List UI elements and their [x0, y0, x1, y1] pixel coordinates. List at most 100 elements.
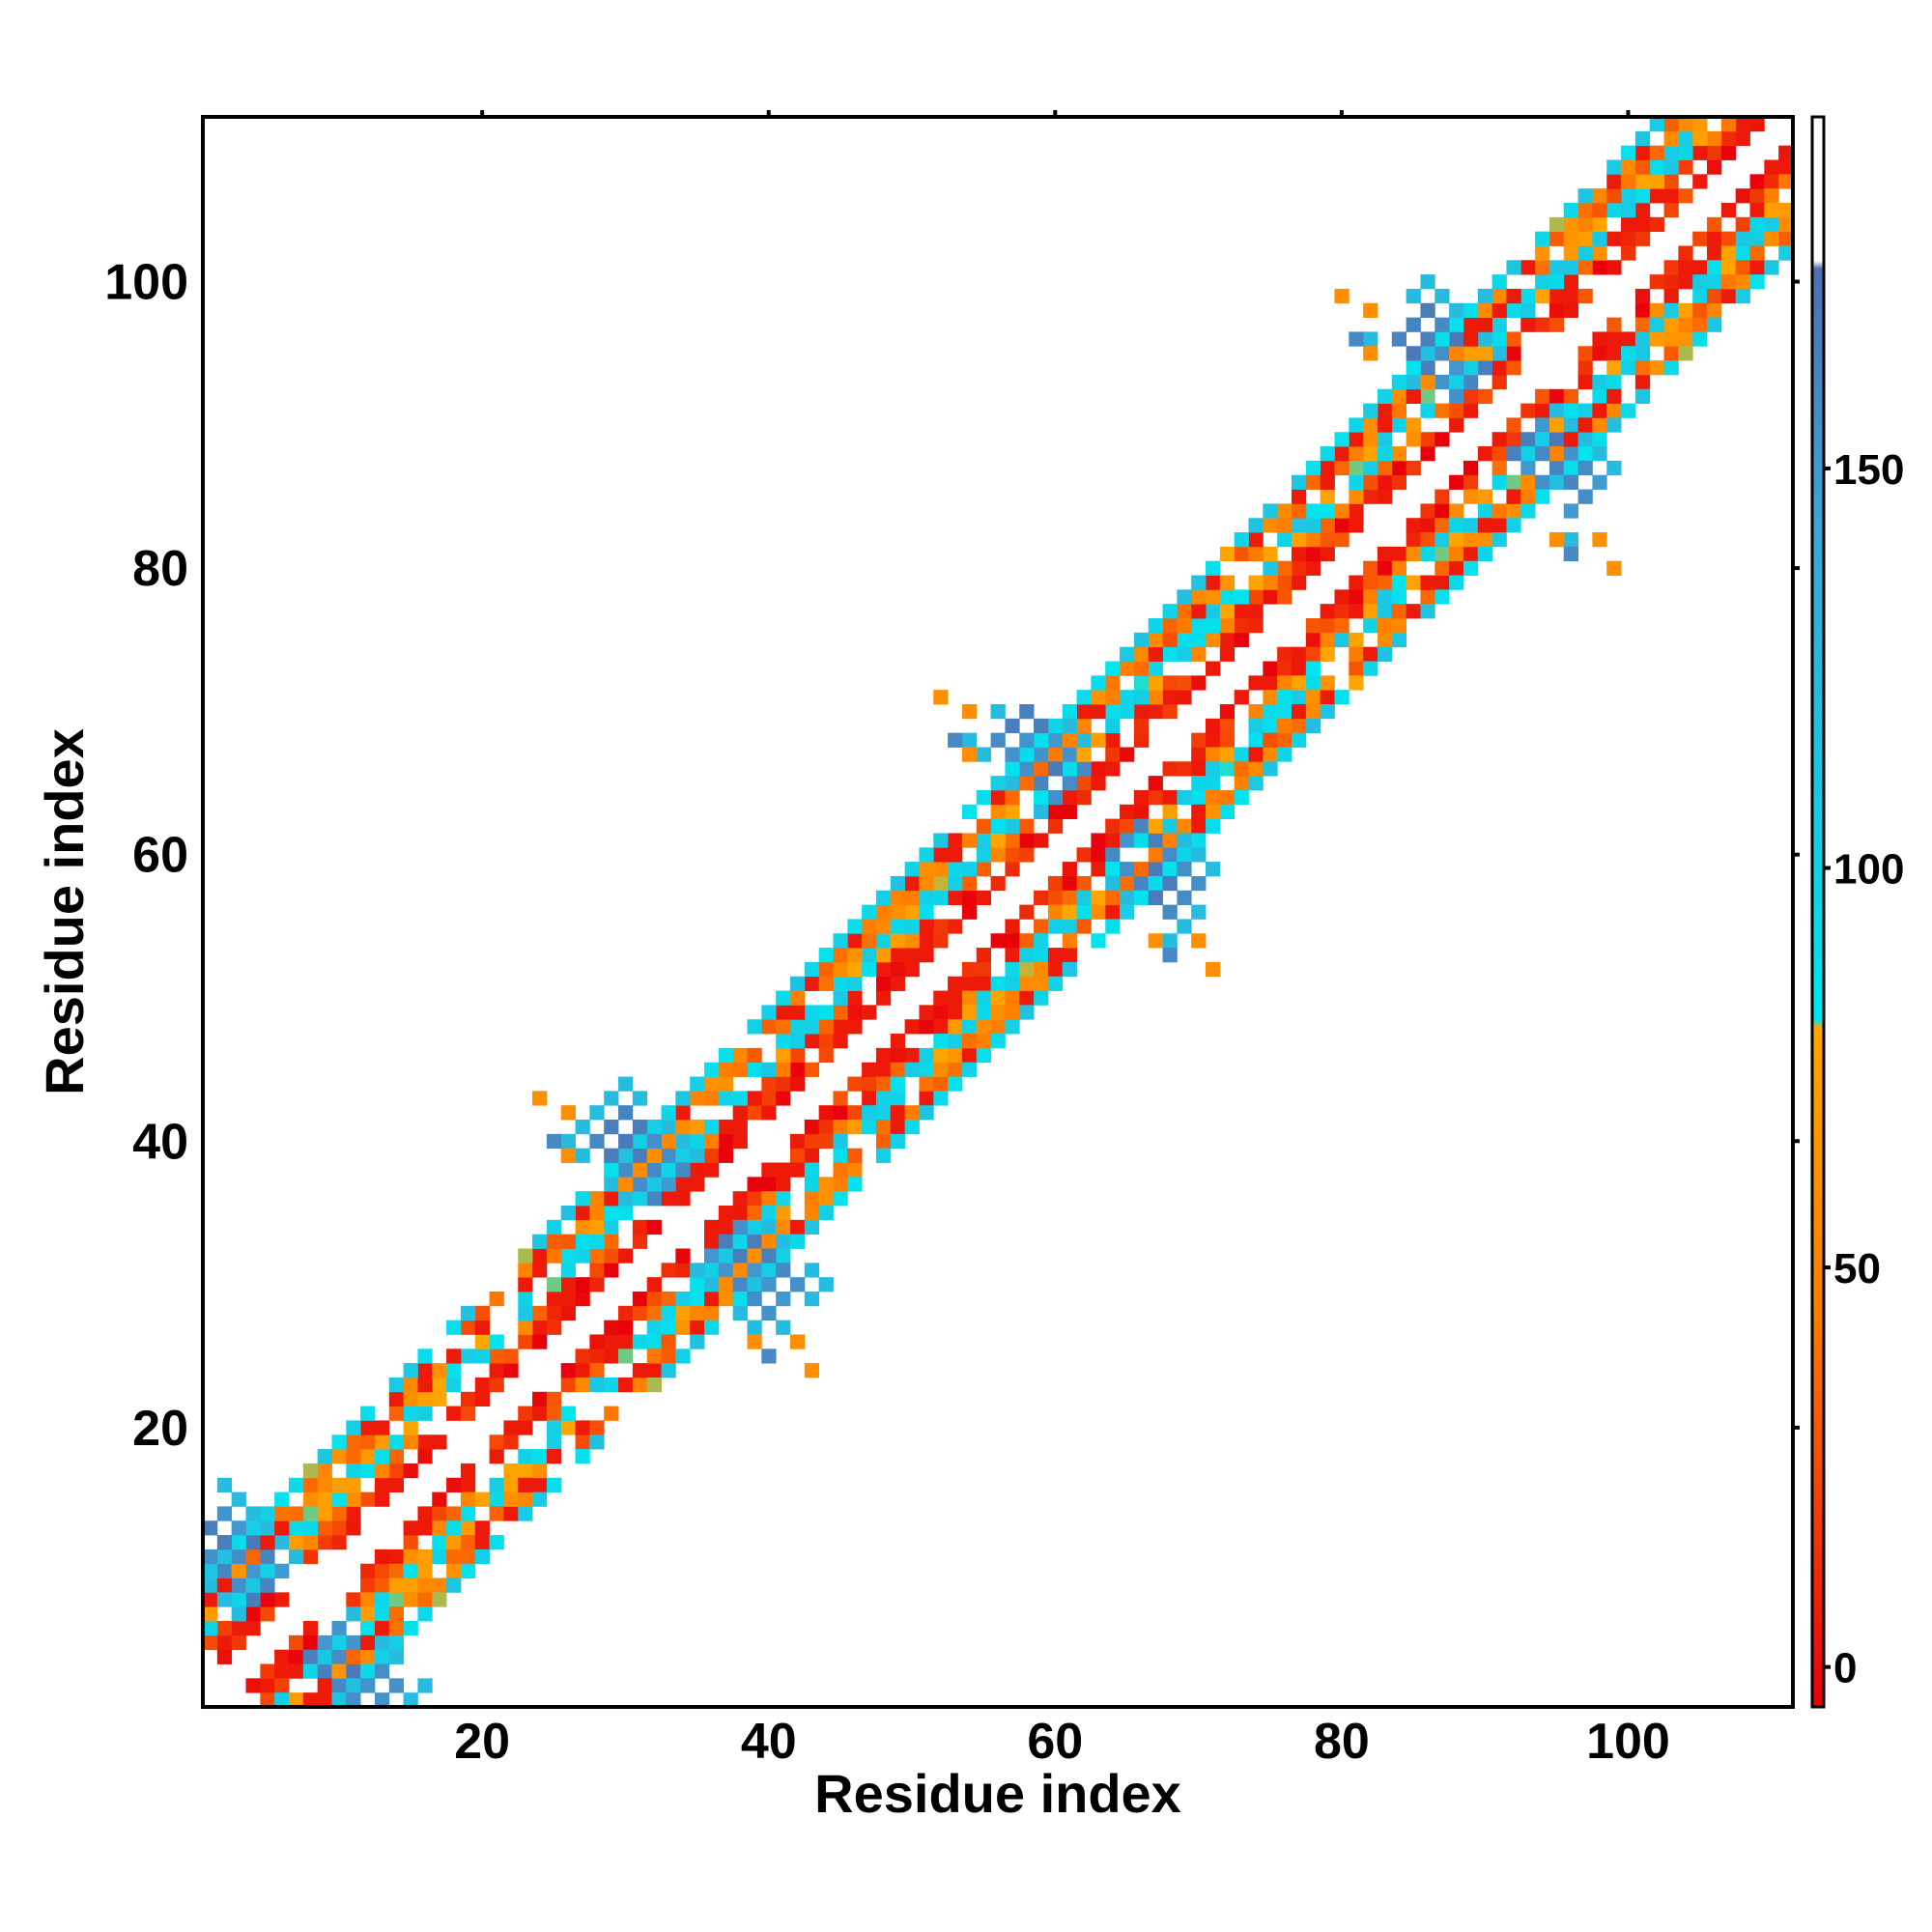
heatmap-cell [604, 1263, 619, 1278]
heatmap-cell [1062, 718, 1077, 734]
heatmap-cell [604, 1320, 619, 1335]
heatmap-cell [732, 1133, 748, 1150]
heatmap-cell [718, 1248, 734, 1264]
heatmap-cell [1707, 317, 1722, 332]
heatmap-cell [1391, 388, 1407, 404]
heatmap-cell [661, 1305, 676, 1321]
heatmap-cell [1577, 489, 1593, 504]
heatmap-cell [1062, 904, 1077, 920]
heatmap-cell [618, 1305, 634, 1321]
heatmap-cell [374, 1420, 390, 1435]
heatmap-cell [776, 1219, 791, 1236]
plot-frame [201, 115, 1795, 1709]
heatmap-cell [1034, 961, 1049, 978]
heatmap-cell [1005, 718, 1020, 734]
heatmap-cell [1535, 417, 1550, 433]
heatmap-cell [1592, 202, 1607, 218]
heatmap-cell [1663, 360, 1679, 376]
heatmap-cell [532, 1263, 548, 1278]
heatmap-cell [288, 1634, 304, 1651]
heatmap-cell [1349, 460, 1364, 476]
heatmap-cell [1277, 661, 1293, 676]
heatmap-cell [1191, 904, 1207, 920]
y-tick-label: 60 [132, 828, 188, 884]
heatmap-cell [948, 919, 963, 934]
heatmap-cell [1420, 546, 1435, 562]
heatmap-cell [331, 1634, 347, 1651]
heatmap-cell [1577, 446, 1593, 462]
heatmap-cell [346, 1449, 361, 1464]
heatmap-cell [1749, 216, 1765, 233]
heatmap-cell [904, 1105, 920, 1121]
heatmap-cell [1148, 818, 1163, 834]
heatmap-cell [474, 1492, 490, 1507]
heatmap-cell [1420, 532, 1435, 548]
heatmap-cell [1005, 1005, 1020, 1020]
heatmap-cell [948, 1047, 963, 1064]
heatmap-cell [489, 1349, 504, 1364]
heatmap-cell [1248, 732, 1264, 748]
heatmap-cell [789, 1148, 806, 1163]
heatmap-cell [990, 804, 1006, 820]
heatmap-cell [948, 890, 963, 905]
heatmap-cell [1563, 446, 1578, 462]
heatmap-cell [789, 1162, 806, 1178]
heatmap-cell [1692, 288, 1708, 304]
heatmap-cell [1592, 245, 1607, 261]
heatmap-cell [274, 1535, 290, 1550]
heatmap-cell [1263, 703, 1278, 720]
heatmap-cell [1592, 417, 1607, 433]
heatmap-cell [474, 1377, 490, 1393]
heatmap-cell [1219, 546, 1236, 562]
heatmap-cell [432, 1391, 447, 1406]
heatmap-cell [1219, 804, 1236, 820]
heatmap-cell [474, 1334, 490, 1350]
heatmap-cell [346, 1506, 361, 1521]
heatmap-cell [1062, 862, 1077, 877]
heatmap-cell [875, 976, 892, 991]
heatmap-cell [1492, 331, 1507, 347]
heatmap-cell [1363, 417, 1378, 433]
heatmap-cell [1764, 188, 1779, 204]
heatmap-cell [403, 1406, 418, 1421]
heatmap-cell [331, 1649, 347, 1664]
heatmap-cell [1277, 532, 1293, 548]
heatmap-cell [560, 1305, 576, 1321]
heatmap-cell [260, 1577, 275, 1593]
heatmap-cell [317, 1506, 332, 1521]
heatmap-cell [1492, 474, 1507, 490]
heatmap-cell [1148, 618, 1163, 634]
heatmap-cell [403, 1563, 418, 1578]
heatmap-cell [1191, 632, 1207, 648]
heatmap-cell [1320, 474, 1335, 490]
heatmap-cell [1091, 703, 1106, 720]
heatmap-cell [919, 1019, 934, 1035]
heatmap-cell [1563, 260, 1578, 275]
heatmap-cell [1291, 518, 1307, 533]
heatmap-cell [474, 1320, 490, 1335]
heatmap-cell [804, 961, 820, 978]
heatmap-cell [1177, 818, 1192, 834]
heatmap-cell [317, 1449, 332, 1464]
heatmap-cell [1506, 302, 1521, 318]
heatmap-cell [604, 1120, 619, 1135]
heatmap-cell [1492, 532, 1507, 548]
heatmap-cell [388, 1621, 404, 1636]
heatmap-cell [432, 1363, 447, 1378]
heatmap-cell [904, 948, 920, 963]
heatmap-cell [990, 1034, 1006, 1049]
heatmap-cell [618, 1177, 634, 1192]
heatmap-cell [1649, 174, 1664, 189]
heatmap-cell [776, 1320, 791, 1335]
heatmap-cell [1435, 532, 1450, 548]
heatmap-cell [1548, 460, 1565, 476]
heatmap-cell [403, 1463, 418, 1479]
heatmap-cell [575, 1191, 590, 1207]
heatmap-cell [302, 1477, 319, 1492]
heatmap-cell [1520, 317, 1536, 332]
heatmap-cell [1377, 589, 1393, 605]
heatmap-cell [302, 1663, 319, 1679]
heatmap-cell [933, 990, 949, 1006]
heatmap-cell [1506, 288, 1521, 304]
heatmap-cell [1034, 789, 1049, 806]
